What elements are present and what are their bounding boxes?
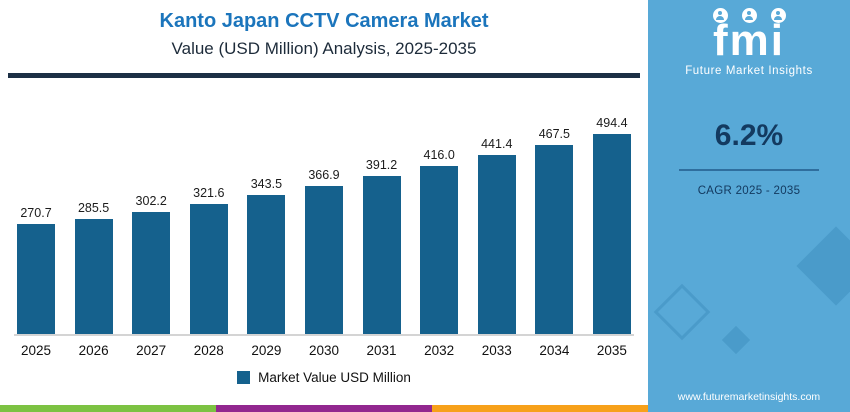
logo-people-icons: [648, 8, 850, 23]
x-axis-label: 2027: [136, 343, 167, 358]
cagr-divider: [679, 169, 819, 171]
x-axis-label: 2026: [78, 343, 109, 358]
bar-column: 302.2: [129, 194, 173, 334]
bar-column: 270.7: [14, 206, 58, 334]
bar-column: 366.9: [302, 168, 346, 334]
bar: [592, 134, 631, 334]
bar: [362, 176, 401, 334]
x-axis-label: 2032: [424, 343, 455, 358]
decorative-square: [796, 226, 850, 306]
bar-value-label: 467.5: [538, 127, 570, 141]
bar-value-label: 391.2: [365, 158, 398, 172]
strip-green: [0, 405, 216, 412]
x-axis-label: 2031: [366, 343, 397, 358]
bar-column: 391.2: [360, 158, 404, 334]
bar-value-label: 494.4: [596, 116, 628, 130]
chart-subtitle: Value (USD Million) Analysis, 2025-2035: [171, 39, 477, 58]
person-icon: [770, 8, 786, 23]
bar: [304, 186, 343, 334]
x-axis-label: 2030: [308, 343, 339, 358]
bar: [247, 195, 286, 334]
bar-column: 441.4: [475, 137, 519, 334]
x-axis-label: 2034: [539, 343, 570, 358]
cagr-value: 6.2%: [714, 119, 784, 152]
x-axis-label: 2033: [481, 343, 512, 358]
bar-value-label: 302.2: [135, 194, 167, 208]
bar: [535, 145, 574, 334]
cagr-block: 6.2% CAGR 2025 - 2035: [648, 119, 850, 197]
bar-column: 285.5: [72, 201, 116, 334]
bar: [17, 224, 55, 334]
chart-legend: Market Value USD Million: [14, 370, 634, 385]
cagr-label: CAGR 2025 - 2035: [697, 185, 801, 197]
chart-title: Kanto Japan CCTV Camera Market: [159, 10, 489, 32]
bar-column: 467.5: [532, 127, 576, 334]
bar-column: 416.0: [417, 148, 461, 334]
decorative-square: [721, 325, 751, 355]
website-url: www.futuremarketinsights.com: [677, 391, 821, 403]
bars-row: 270.7 285.5 302.2 321.6 343.5 366.9 391.2 416.0…: [14, 96, 634, 336]
bar: [189, 204, 228, 334]
bar-column: 494.4: [590, 116, 634, 334]
bar: [420, 166, 459, 334]
x-axis-label: 2025: [20, 343, 52, 358]
bar: [132, 212, 171, 334]
person-icon: [741, 8, 757, 23]
bar-value-label: 416.0: [423, 148, 455, 162]
bar-column: 343.5: [244, 177, 288, 334]
strip-purple: [216, 405, 432, 412]
bar-value-label: 441.4: [481, 137, 513, 151]
decorative-square-outline: [653, 283, 711, 341]
bar-value-label: 366.9: [308, 168, 340, 182]
legend-swatch: [237, 371, 251, 384]
x-axis-label: 2028: [193, 343, 224, 358]
bar-column: 321.6: [187, 186, 231, 334]
title-divider: [8, 73, 640, 78]
chart-titles: Kanto Japan CCTV Camera Market Value (US…: [0, 0, 648, 60]
bar-value-label: 343.5: [250, 177, 283, 191]
logo-caption: Future Market Insights: [685, 65, 813, 77]
person-icon: [712, 8, 728, 23]
legend-label: Market Value USD Million: [258, 370, 411, 385]
bar-value-label: 270.7: [20, 206, 52, 220]
bar: [74, 219, 113, 334]
x-axis-label: 2035: [596, 343, 627, 358]
bottom-color-strip: [0, 405, 648, 412]
x-axis-label: 2029: [251, 343, 282, 358]
logo-text: fmi: [713, 16, 785, 65]
brand-sidebar: fmi Future Market Insights 6.2% CAGR 202…: [648, 0, 850, 412]
bar-value-label: 321.6: [193, 186, 225, 200]
bar: [477, 155, 516, 334]
chart-region: Kanto Japan CCTV Camera Market Value (US…: [0, 0, 648, 412]
strip-orange: [432, 405, 648, 412]
years-row: 2025 2026 2027 2028 2029 2030 2031 2032 2033 2034…: [14, 343, 634, 358]
bar-value-label: 285.5: [77, 201, 110, 215]
bar-chart: 270.7 285.5 302.2 321.6 343.5 366.9 391.2 416.0…: [14, 96, 634, 385]
fmi-logo: fmi Future Market Insights: [648, 0, 850, 77]
